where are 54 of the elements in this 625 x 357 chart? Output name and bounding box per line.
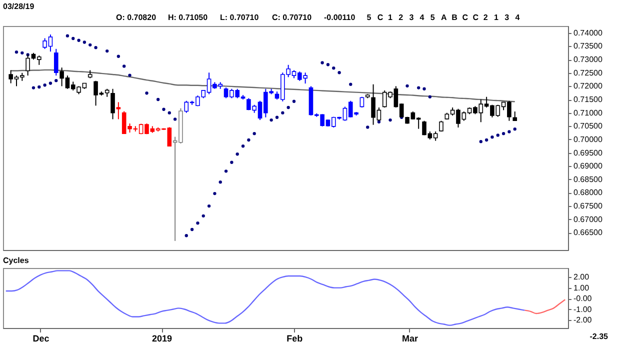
text: 3 <box>504 13 510 22</box>
text: 2 <box>398 13 404 22</box>
y-tick-label: 0.67500 <box>574 202 603 211</box>
y-tick-label: 0.70500 <box>574 122 603 131</box>
chart-title: Cycles <box>3 256 30 265</box>
y-tick-label: 0.73000 <box>574 55 603 64</box>
x-tick-label: Mar <box>402 334 418 344</box>
y-tick-label: 0.72000 <box>574 82 603 91</box>
y-tick-label: 0.68000 <box>574 188 603 198</box>
y-tick-label: 0.69500 <box>574 148 603 158</box>
text: 5 <box>366 13 372 22</box>
text: 4 <box>420 13 425 22</box>
y-tick-label: 0.71000 <box>574 108 603 118</box>
text: H: 0.71050 <box>168 13 208 22</box>
text: O: 0.70820 <box>116 13 157 22</box>
candlestick <box>512 111 518 122</box>
y-tick-label: 1.00 <box>574 283 590 292</box>
chart-title: 03/28/19 <box>3 2 35 11</box>
y-tick-label: 0.72500 <box>574 68 603 78</box>
y-tick-label: 0.68500 <box>574 174 603 184</box>
candlestick <box>439 120 444 132</box>
y-tick-label: -2.00 <box>574 315 592 324</box>
text: 2 <box>483 13 488 22</box>
text: C <box>472 13 479 22</box>
text: 1 <box>388 13 393 22</box>
text: 3 <box>409 13 414 22</box>
text: L: 0.70710 <box>220 13 260 22</box>
candlestick <box>116 102 121 120</box>
y-tick-label: -1.00 <box>574 304 592 314</box>
text: 4 <box>515 13 520 22</box>
text: -2.35 <box>590 332 609 341</box>
y-tick-label: 0.74000 <box>574 28 603 38</box>
y-tick-label: 0.67000 <box>574 214 603 224</box>
text: -0.00110 <box>324 13 356 22</box>
line-series <box>524 299 566 314</box>
y-tick-label: 2.00 <box>574 272 590 282</box>
y-tick-label: 0.73500 <box>574 42 603 51</box>
text: C <box>377 13 384 22</box>
y-tick-label: 0.69000 <box>574 162 603 171</box>
line-series <box>5 270 526 326</box>
text: 5 <box>430 13 436 22</box>
x-tick-label: Dec <box>32 334 50 344</box>
y-tick-label: 0.66500 <box>574 228 603 238</box>
y-tick-label: -0.00 <box>574 294 592 304</box>
candlestick <box>54 48 58 76</box>
x-tick-label: Feb <box>286 334 304 344</box>
text: A <box>441 13 447 22</box>
text: C: 0.70710 <box>272 13 312 22</box>
x-tick-label: 2019 <box>152 334 172 344</box>
y-tick-label: 0.71500 <box>574 95 603 104</box>
text: B <box>452 13 458 22</box>
text: 1 <box>494 13 499 22</box>
y-tick-label: 0.70000 <box>574 134 603 144</box>
text: C <box>462 13 468 22</box>
